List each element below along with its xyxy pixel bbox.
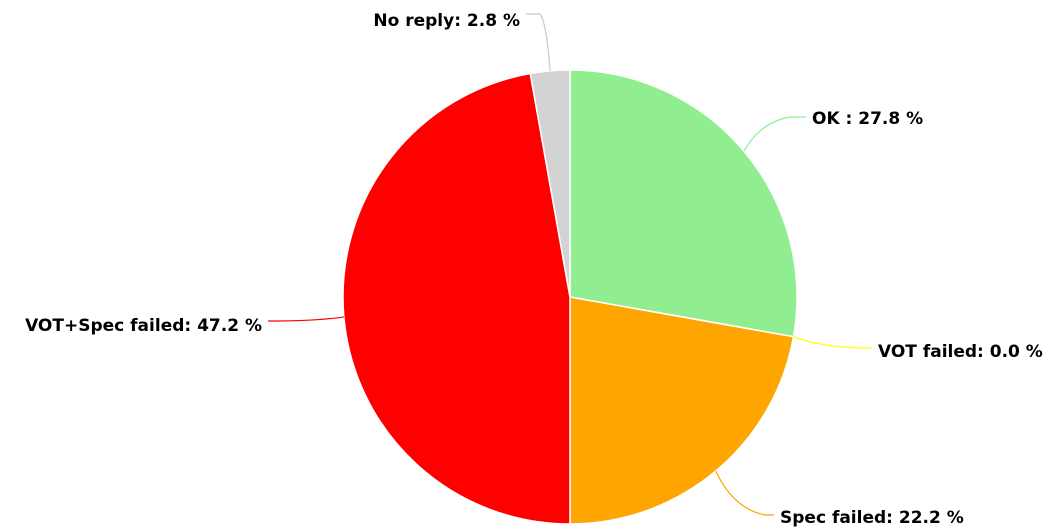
pie-slices: [342, 69, 798, 525]
pie-slice-vot-spec-failed: [342, 72, 571, 525]
label-connectors: [268, 13, 872, 516]
slice-label-spec-failed: Spec failed: 22.2 %: [780, 508, 964, 528]
connector-vot-failed: [793, 336, 872, 349]
slice-label-no-reply: No reply: 2.8 %: [373, 11, 520, 31]
connector-no-reply: [526, 13, 551, 71]
connector-ok: [743, 116, 806, 152]
slice-labels: OK : 27.8 % VOT failed: 0.0 % Spec failed:…: [25, 11, 1043, 528]
slice-label-vot-spec-failed: VOT+Spec failed: 47.2 %: [25, 316, 262, 336]
slice-label-vot-failed: VOT failed: 0.0 %: [878, 342, 1043, 362]
connector-spec-failed: [715, 470, 774, 516]
pie-slice-no-reply: [529, 69, 571, 298]
pie-slice-ok: [569, 69, 798, 338]
connector-vot-spec-failed: [268, 316, 344, 322]
pie-slice-spec-failed: [569, 296, 795, 525]
slice-label-ok: OK : 27.8 %: [812, 109, 923, 129]
